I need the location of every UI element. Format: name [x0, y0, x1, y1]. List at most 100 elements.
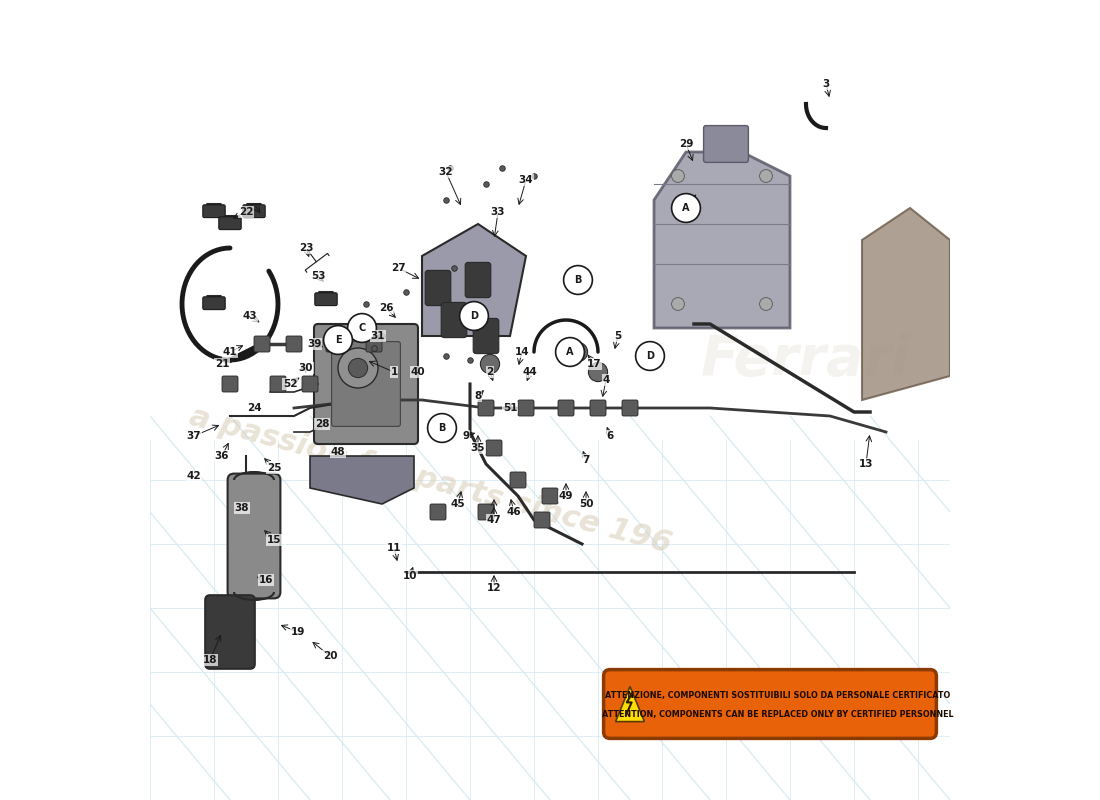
Text: 45: 45: [451, 499, 465, 509]
Text: 29: 29: [679, 139, 693, 149]
FancyBboxPatch shape: [202, 297, 226, 310]
Text: 20: 20: [322, 651, 338, 661]
Circle shape: [481, 354, 499, 374]
FancyBboxPatch shape: [270, 376, 286, 392]
Text: 39: 39: [307, 339, 321, 349]
Text: B: B: [438, 423, 446, 433]
Text: a passion for parts since 196: a passion for parts since 196: [186, 402, 674, 558]
FancyBboxPatch shape: [441, 302, 466, 338]
Text: 2: 2: [486, 367, 494, 377]
Text: 8: 8: [474, 391, 482, 401]
Circle shape: [569, 342, 587, 362]
Circle shape: [460, 302, 488, 330]
Text: 3: 3: [823, 79, 829, 89]
Text: 1: 1: [390, 367, 397, 377]
FancyBboxPatch shape: [473, 318, 498, 354]
Circle shape: [672, 298, 684, 310]
Text: 27: 27: [390, 263, 405, 273]
Text: 24: 24: [246, 403, 262, 413]
Text: 37: 37: [187, 431, 201, 441]
FancyBboxPatch shape: [510, 472, 526, 488]
Text: A: A: [682, 203, 690, 213]
Text: 36: 36: [214, 451, 229, 461]
Text: 48: 48: [331, 447, 345, 457]
FancyBboxPatch shape: [518, 400, 534, 416]
Text: D: D: [470, 311, 478, 321]
Text: 43: 43: [243, 311, 257, 321]
Text: 6: 6: [606, 431, 614, 441]
FancyBboxPatch shape: [222, 376, 238, 392]
Polygon shape: [616, 686, 645, 722]
Text: 23: 23: [299, 243, 314, 253]
Text: 33: 33: [491, 207, 505, 217]
Text: 14: 14: [515, 347, 529, 357]
Circle shape: [349, 358, 367, 378]
FancyBboxPatch shape: [331, 342, 400, 426]
FancyBboxPatch shape: [302, 376, 318, 392]
FancyBboxPatch shape: [315, 293, 338, 306]
FancyBboxPatch shape: [430, 504, 446, 520]
Text: 21: 21: [214, 359, 229, 369]
Text: 19: 19: [290, 627, 305, 637]
FancyBboxPatch shape: [621, 400, 638, 416]
Polygon shape: [310, 456, 414, 504]
Text: 4: 4: [603, 375, 609, 385]
FancyBboxPatch shape: [558, 400, 574, 416]
Text: 38: 38: [234, 503, 250, 513]
Circle shape: [323, 326, 352, 354]
Text: 7: 7: [582, 455, 590, 465]
Text: 35: 35: [471, 443, 485, 453]
Circle shape: [338, 348, 378, 388]
Circle shape: [672, 170, 684, 182]
Polygon shape: [862, 208, 950, 400]
Text: 47: 47: [486, 515, 502, 525]
Text: 28: 28: [315, 419, 329, 429]
Text: 32: 32: [439, 167, 453, 177]
FancyBboxPatch shape: [326, 336, 342, 352]
Circle shape: [636, 342, 664, 370]
Text: 12: 12: [486, 583, 502, 593]
Text: 18: 18: [202, 655, 218, 665]
FancyBboxPatch shape: [202, 205, 226, 218]
FancyBboxPatch shape: [426, 270, 451, 306]
FancyBboxPatch shape: [704, 126, 748, 162]
Circle shape: [760, 170, 772, 182]
Circle shape: [556, 338, 584, 366]
Circle shape: [348, 314, 376, 342]
Circle shape: [760, 298, 772, 310]
Text: 31: 31: [371, 331, 385, 341]
Text: 13: 13: [859, 459, 873, 469]
Text: 16: 16: [258, 575, 273, 585]
FancyBboxPatch shape: [314, 324, 418, 444]
Circle shape: [588, 362, 607, 382]
Text: ATTENTION, COMPONENTS CAN BE REPLACED ONLY BY CERTIFIED PERSONNEL: ATTENTION, COMPONENTS CAN BE REPLACED ON…: [602, 710, 954, 718]
Text: C: C: [359, 323, 365, 333]
Circle shape: [563, 266, 593, 294]
Text: 51: 51: [503, 403, 517, 413]
FancyBboxPatch shape: [243, 205, 265, 218]
Text: 26: 26: [378, 303, 394, 313]
Text: A: A: [566, 347, 574, 357]
Circle shape: [672, 194, 701, 222]
Text: 41: 41: [222, 347, 238, 357]
FancyBboxPatch shape: [366, 336, 382, 352]
FancyBboxPatch shape: [590, 400, 606, 416]
Text: 34: 34: [519, 175, 534, 185]
FancyBboxPatch shape: [486, 440, 502, 456]
FancyBboxPatch shape: [604, 670, 936, 738]
FancyBboxPatch shape: [219, 217, 241, 230]
Text: 5: 5: [615, 331, 622, 341]
Text: 30: 30: [299, 363, 314, 373]
Text: 9: 9: [462, 431, 470, 441]
FancyBboxPatch shape: [478, 504, 494, 520]
FancyBboxPatch shape: [286, 336, 302, 352]
FancyBboxPatch shape: [228, 474, 280, 598]
Text: D: D: [646, 351, 654, 361]
Circle shape: [428, 414, 456, 442]
Text: 15: 15: [266, 535, 282, 545]
Text: 52: 52: [283, 379, 297, 389]
Polygon shape: [654, 152, 790, 328]
Text: 40: 40: [410, 367, 426, 377]
Text: 22: 22: [239, 207, 253, 217]
Text: 44: 44: [522, 367, 538, 377]
